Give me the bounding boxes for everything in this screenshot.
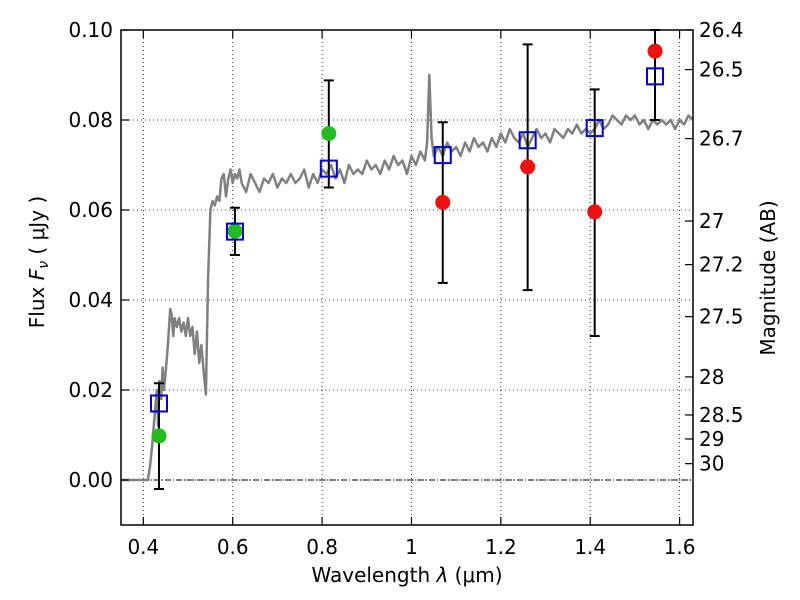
y-tick-label-0: 0.00 bbox=[68, 468, 113, 492]
x-tick-label-4: 1.2 bbox=[485, 535, 517, 559]
x-axis-label: Wavelength λ (μm) bbox=[311, 563, 502, 587]
magnitude-tick-label-9: 30 bbox=[699, 452, 724, 476]
magnitude-tick-label-5: 27.5 bbox=[699, 305, 744, 329]
y-axis-label: Flux Fν ( μJy ) bbox=[25, 196, 52, 328]
magnitude-tick-label-8: 29 bbox=[699, 427, 724, 451]
y-tick-label-5: 0.10 bbox=[68, 18, 113, 42]
axis-ticks bbox=[121, 29, 693, 525]
magnitude-tick-label-6: 28 bbox=[699, 365, 724, 389]
y-tick-label-1: 0.02 bbox=[68, 378, 113, 402]
model-point-4 bbox=[518, 131, 537, 150]
x-tick-labels: 0.4 0.6 0.8 1 1.2 1.4 1.6 bbox=[127, 535, 695, 559]
model-point-1 bbox=[225, 222, 244, 241]
model-point-6 bbox=[646, 67, 665, 86]
magnitude-tick-label-2: 26.7 bbox=[699, 127, 744, 151]
detection-point-2 bbox=[321, 126, 337, 141]
upper-limit-point-0 bbox=[435, 194, 451, 210]
upper-limit-point-1 bbox=[520, 159, 536, 175]
model-point-2 bbox=[319, 159, 338, 178]
magnitude-axis-label: Magnitude (AB) bbox=[756, 200, 780, 355]
model-point-5 bbox=[585, 119, 604, 138]
y-tick-labels: 0.00 0.02 0.04 0.06 0.08 0.10 bbox=[68, 18, 113, 492]
magnitude-tick-label-1: 26.5 bbox=[699, 58, 744, 82]
data-points bbox=[151, 43, 663, 444]
x-tick-label-3: 1 bbox=[405, 535, 418, 559]
model-point-0 bbox=[149, 394, 168, 413]
upper-limit-point-2 bbox=[587, 204, 603, 220]
magnitude-tick-label-0: 26.4 bbox=[699, 18, 744, 42]
y-tick-label-3: 0.06 bbox=[68, 198, 113, 222]
detection-point-1 bbox=[227, 223, 243, 239]
magnitude-tick-label-7: 28.5 bbox=[699, 403, 744, 427]
x-tick-label-1: 0.6 bbox=[217, 535, 249, 559]
detection-point-0 bbox=[151, 428, 167, 444]
plot-frame bbox=[120, 29, 694, 526]
model-point-3 bbox=[433, 146, 452, 165]
x-tick-label-6: 1.6 bbox=[664, 535, 696, 559]
x-tick-label-5: 1.4 bbox=[574, 535, 606, 559]
y-tick-label-4: 0.08 bbox=[68, 108, 113, 132]
magnitude-tick-label-3: 27 bbox=[699, 209, 724, 233]
spectrum-line bbox=[121, 73, 693, 482]
plot-background bbox=[121, 30, 693, 525]
x-tick-label-0: 0.4 bbox=[127, 535, 159, 559]
model-points bbox=[149, 67, 665, 413]
y-tick-label-2: 0.04 bbox=[68, 288, 113, 312]
magnitude-tick-label-4: 27.2 bbox=[699, 253, 744, 277]
upper-limit-point-3 bbox=[647, 43, 663, 59]
x-tick-label-2: 0.8 bbox=[306, 535, 338, 559]
